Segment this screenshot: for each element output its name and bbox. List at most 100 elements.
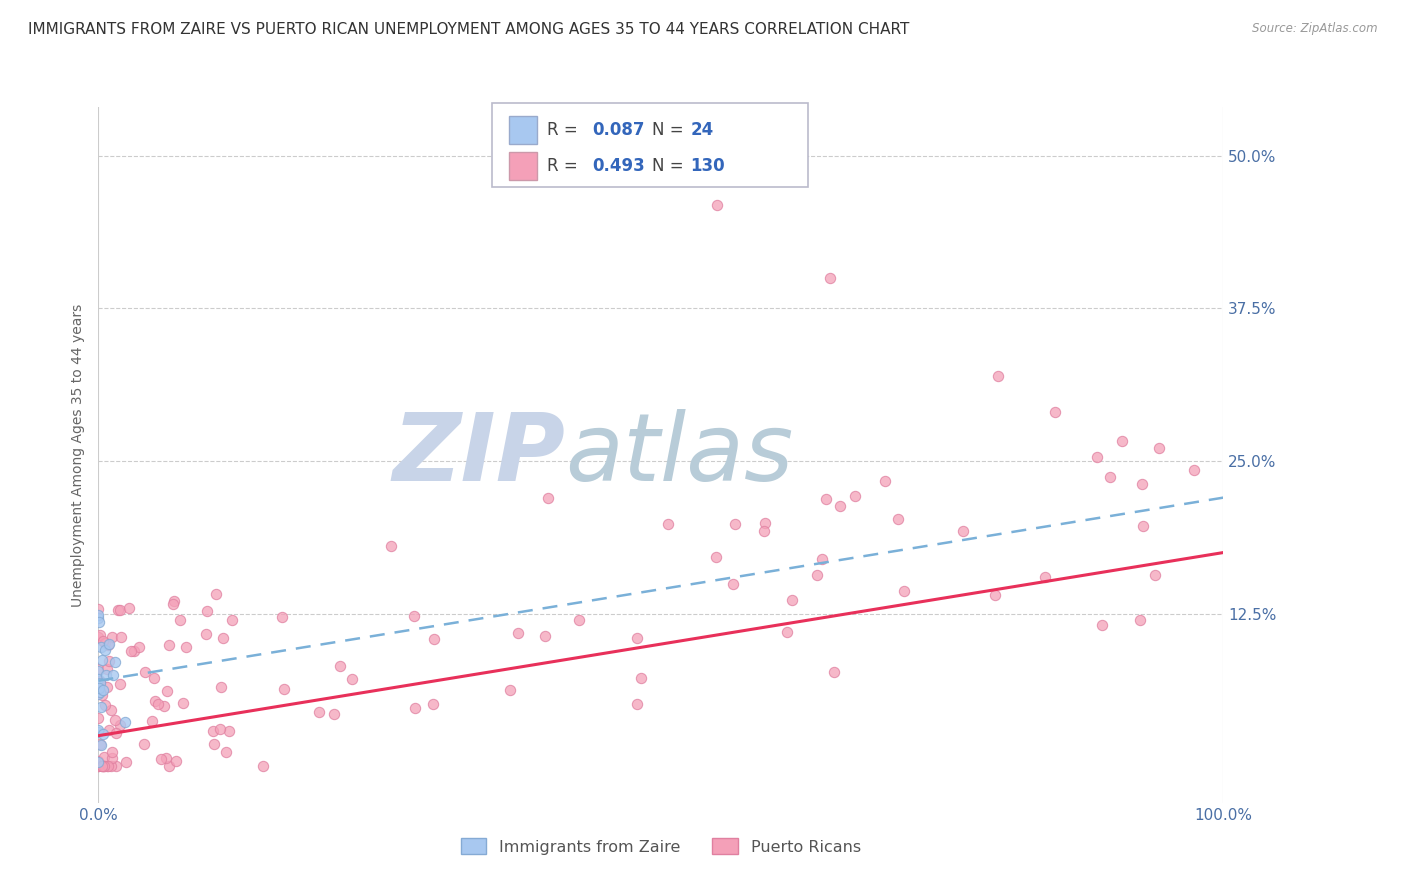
Point bbox=[815, 491, 838, 506]
Point bbox=[844, 489, 866, 503]
Point bbox=[704, 550, 727, 565]
Point bbox=[271, 609, 294, 624]
Point bbox=[534, 629, 557, 643]
Point bbox=[141, 714, 163, 729]
Y-axis label: Unemployment Among Ages 35 to 44 years: Unemployment Among Ages 35 to 44 years bbox=[70, 303, 84, 607]
Point bbox=[90, 759, 112, 773]
Point bbox=[91, 683, 114, 698]
Point bbox=[93, 643, 115, 657]
Point bbox=[132, 737, 155, 751]
Point bbox=[96, 662, 118, 676]
Point bbox=[811, 552, 834, 566]
Point bbox=[89, 685, 111, 699]
Point bbox=[107, 603, 129, 617]
Point bbox=[721, 577, 744, 591]
Point bbox=[93, 759, 115, 773]
Point bbox=[134, 665, 156, 679]
Point bbox=[104, 713, 127, 727]
Point bbox=[1098, 470, 1121, 484]
Point bbox=[87, 725, 110, 739]
Point bbox=[508, 626, 530, 640]
Point bbox=[163, 594, 186, 608]
Point bbox=[172, 696, 194, 710]
Point bbox=[101, 751, 124, 765]
Point bbox=[146, 697, 169, 711]
Point bbox=[87, 601, 110, 615]
Point bbox=[91, 759, 114, 773]
Point bbox=[97, 638, 120, 652]
Point bbox=[93, 750, 115, 764]
Point bbox=[87, 615, 110, 629]
Point bbox=[150, 752, 173, 766]
Point bbox=[202, 737, 225, 751]
Point bbox=[128, 640, 150, 654]
Point bbox=[201, 724, 224, 739]
Point bbox=[87, 711, 110, 725]
Point bbox=[87, 759, 110, 773]
Point bbox=[114, 715, 136, 730]
Point bbox=[87, 723, 110, 737]
Point bbox=[93, 698, 115, 713]
Point bbox=[118, 601, 141, 615]
Point bbox=[252, 759, 274, 773]
Point bbox=[626, 698, 648, 712]
Point bbox=[91, 634, 114, 648]
Point bbox=[987, 368, 1010, 383]
Point bbox=[91, 727, 114, 741]
Point bbox=[100, 630, 122, 644]
Point bbox=[105, 726, 128, 740]
Text: Source: ZipAtlas.com: Source: ZipAtlas.com bbox=[1253, 22, 1378, 36]
Point bbox=[422, 697, 444, 711]
Point bbox=[110, 630, 132, 644]
Point bbox=[87, 754, 110, 768]
Point bbox=[174, 640, 197, 655]
Point bbox=[162, 597, 184, 611]
Text: 24: 24 bbox=[690, 120, 714, 139]
Point bbox=[209, 722, 232, 736]
Point bbox=[1130, 477, 1153, 491]
Point bbox=[143, 694, 166, 708]
Point bbox=[89, 673, 111, 688]
Point bbox=[215, 746, 238, 760]
Text: N =: N = bbox=[652, 157, 689, 175]
Point bbox=[89, 676, 111, 690]
Point bbox=[100, 745, 122, 759]
Point bbox=[204, 587, 226, 601]
Point bbox=[153, 698, 176, 713]
Point bbox=[87, 608, 110, 623]
Point bbox=[100, 703, 122, 717]
Point bbox=[89, 627, 111, 641]
Point bbox=[157, 759, 180, 773]
Point bbox=[87, 688, 110, 702]
Text: 0.493: 0.493 bbox=[592, 157, 645, 175]
Point bbox=[101, 668, 124, 682]
Point bbox=[212, 631, 235, 645]
Point bbox=[724, 517, 747, 532]
Point bbox=[87, 672, 110, 686]
Point bbox=[1091, 617, 1114, 632]
Point bbox=[873, 474, 896, 488]
Point bbox=[209, 680, 232, 694]
Point bbox=[218, 723, 240, 738]
Point bbox=[823, 665, 845, 679]
Point bbox=[818, 271, 841, 285]
Point bbox=[404, 608, 426, 623]
Point bbox=[754, 516, 776, 530]
Point bbox=[322, 706, 344, 721]
Point bbox=[87, 630, 110, 644]
Point bbox=[157, 638, 180, 652]
Point bbox=[537, 491, 560, 505]
Point bbox=[404, 700, 426, 714]
Point bbox=[893, 583, 915, 598]
Point bbox=[90, 738, 112, 752]
Point bbox=[886, 512, 908, 526]
Point bbox=[329, 658, 352, 673]
Point bbox=[221, 613, 243, 627]
Point bbox=[96, 759, 118, 773]
Point bbox=[1043, 405, 1066, 419]
Point bbox=[1143, 568, 1166, 582]
Point bbox=[1132, 519, 1154, 533]
Point bbox=[100, 759, 122, 773]
Point bbox=[87, 662, 110, 676]
Point bbox=[657, 516, 679, 531]
